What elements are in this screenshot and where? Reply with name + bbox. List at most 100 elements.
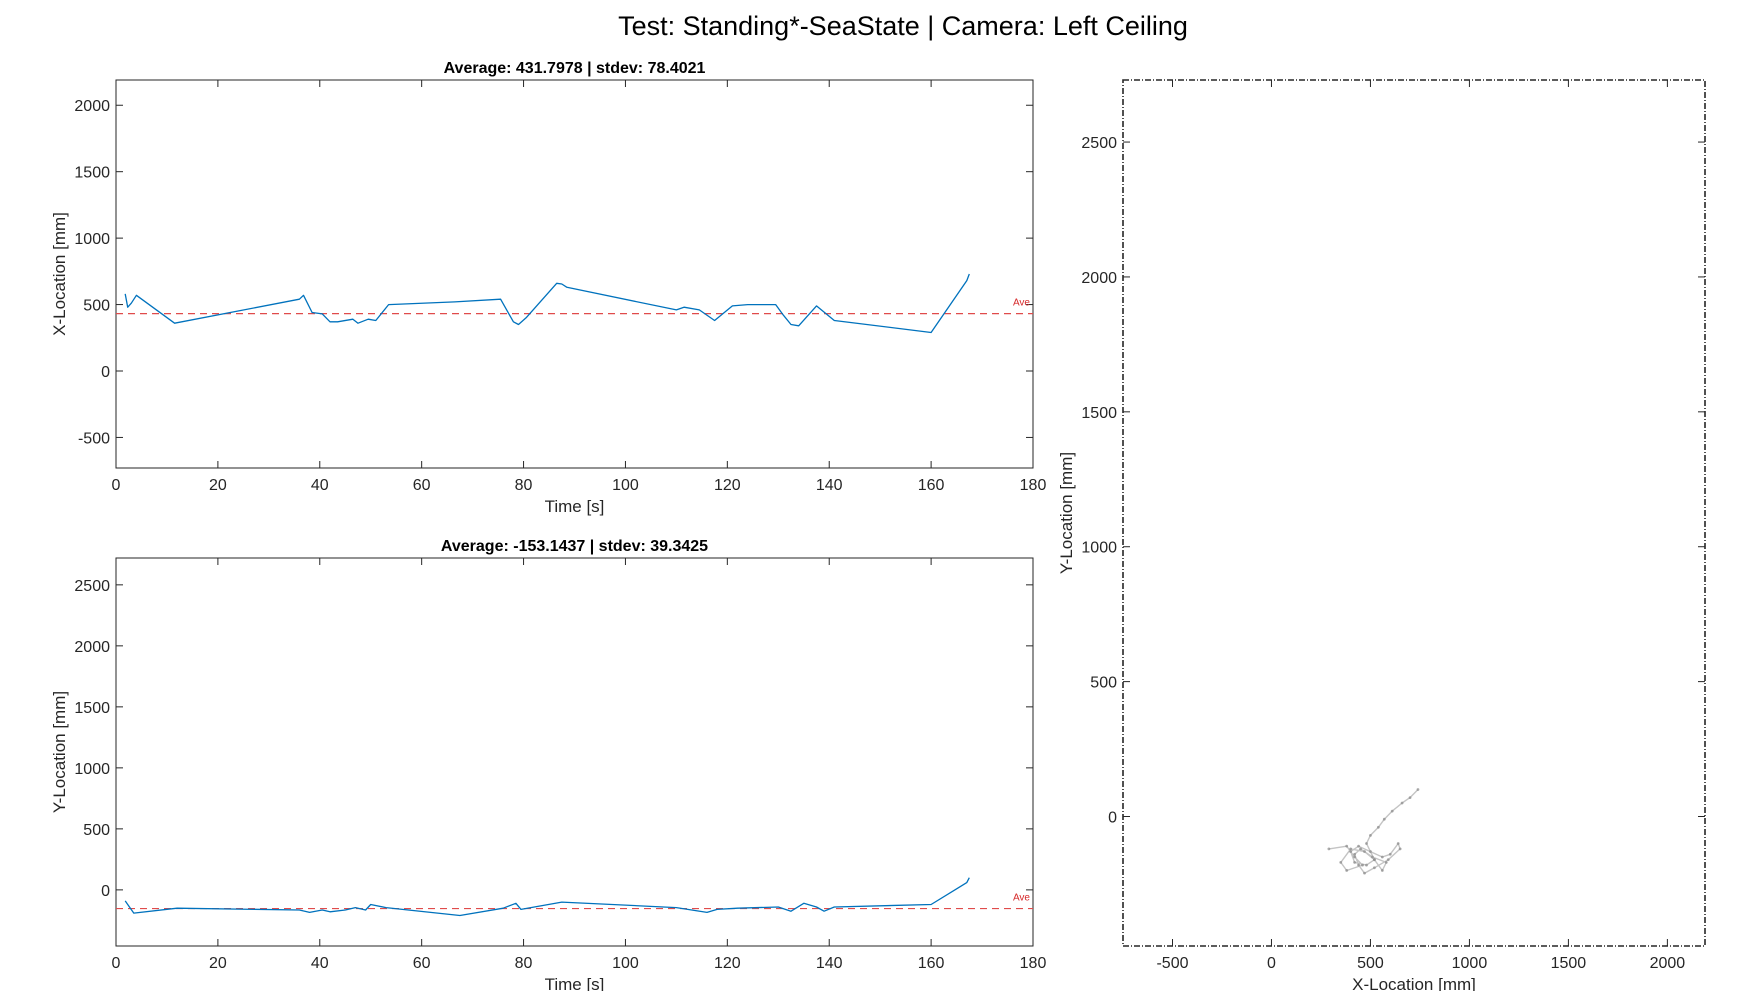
x-tick-label: 0 [112, 955, 121, 972]
y-tick-label: 2500 [74, 578, 110, 595]
y-tick-label: 1500 [74, 700, 110, 717]
trajectory-point [1390, 809, 1394, 813]
x-tick-label: 180 [1020, 477, 1047, 494]
y-axis-label: Y-Location [mm] [50, 691, 69, 813]
trajectory-point [1363, 871, 1366, 875]
trajectory-point [1371, 855, 1374, 859]
y-tick-label: 2500 [1081, 135, 1117, 152]
trajectory-point [1345, 869, 1349, 872]
axes-box [115, 79, 1034, 469]
x-tick-label: 100 [612, 955, 639, 972]
trajectory-point [1388, 852, 1392, 856]
x-tick-label: 1000 [1452, 955, 1488, 972]
x-tick-label: 1500 [1551, 955, 1587, 972]
y-tick-label: 2000 [74, 98, 110, 115]
average-label: Ave [1013, 298, 1030, 309]
y-location-time-plot: 0 20 40 60 80 100 120 140 160 180 0 500 1000 1500 2000… [50, 538, 1046, 991]
trajectory-point [1369, 833, 1372, 837]
y-tick-label: 500 [83, 298, 110, 315]
y-tick-label: 0 [101, 883, 110, 900]
location-trace [124, 877, 970, 917]
x-tick-label: 120 [714, 477, 741, 494]
x-tick-label: 60 [413, 955, 431, 972]
trajectory-point [1359, 847, 1362, 851]
y-tick-label: 0 [101, 364, 110, 381]
trajectory-point [1339, 860, 1343, 864]
trajectory-point [1416, 788, 1420, 791]
x-tick-label: 100 [612, 477, 639, 494]
x-tick-label: 20 [209, 477, 227, 494]
y-tick-label: 500 [83, 822, 110, 839]
y-axis-label: X-Location [mm] [50, 212, 69, 336]
y-tick-label: 1500 [1081, 405, 1117, 422]
trajectory-point [1353, 860, 1357, 864]
x-tick-label: 40 [311, 955, 329, 972]
trajectory-point [1345, 844, 1349, 848]
trajectory-point [1365, 842, 1368, 845]
y-tick-label: 1000 [74, 761, 110, 778]
x-tick-label: 60 [413, 477, 431, 494]
x-tick-label: 180 [1020, 955, 1047, 972]
y-tick-label: -500 [78, 430, 110, 447]
trajectory-point [1376, 825, 1380, 829]
xy-trajectory-plot: -500 0 500 1000 1500 2000 0 500 1000 1500 2000 2500… [1057, 79, 1706, 991]
axes-box [1122, 79, 1706, 947]
trajectory-point [1353, 852, 1357, 856]
trajectory-point [1398, 847, 1402, 851]
x-tick-label: 40 [311, 477, 329, 494]
x-tick-label: 80 [515, 955, 533, 972]
y-tick-label: 1000 [1081, 540, 1117, 557]
trajectory-point [1400, 801, 1404, 805]
location-trace [124, 273, 970, 334]
x-tick-label: 500 [1357, 955, 1384, 972]
trajectory-point [1382, 817, 1386, 821]
x-tick-label: 2000 [1650, 955, 1686, 972]
trajectory-point [1349, 847, 1353, 851]
trajectory-point [1369, 850, 1372, 853]
x-tick-label: 20 [209, 955, 227, 972]
trajectory-point [1349, 850, 1353, 853]
x-tick-label: 120 [714, 955, 741, 972]
figure-title: Test: Standing*-SeaState | Camera: Left … [618, 11, 1188, 41]
trajectory-point [1396, 842, 1400, 845]
y-tick-label: 500 [1090, 675, 1117, 692]
axes-box [115, 557, 1034, 947]
trajectory-point [1357, 863, 1360, 867]
trajectory-point [1363, 850, 1366, 853]
x-location-time-plot: 0 20 40 60 80 100 120 140 160 180 -500 0 500 1000 1500… [50, 60, 1046, 516]
x-tick-label: 140 [816, 477, 843, 494]
subplot-title: Average: -153.1437 | stdev: 39.3425 [441, 538, 708, 555]
y-tick-label: 1000 [74, 231, 110, 248]
x-tick-label: 0 [112, 477, 121, 494]
y-tick-label: 1500 [74, 165, 110, 182]
x-tick-label: 140 [816, 955, 843, 972]
trajectory-point [1327, 847, 1331, 851]
trajectory-point [1361, 863, 1364, 867]
average-label: Ave [1013, 893, 1030, 904]
trajectory-point [1353, 855, 1357, 859]
trajectory-point [1365, 863, 1368, 867]
trajectory-path [1328, 789, 1419, 874]
trajectory-point [1408, 796, 1412, 800]
x-axis-label: Time [s] [545, 497, 605, 516]
trajectory-point [1380, 869, 1384, 872]
y-axis-label: Y-Location [mm] [1057, 452, 1076, 574]
trajectory-point [1386, 858, 1390, 862]
x-tick-label: 160 [918, 477, 945, 494]
y-tick-label: 2000 [74, 639, 110, 656]
trajectory-point [1373, 866, 1376, 870]
x-axis-label: Time [s] [545, 975, 605, 991]
subplot-title: Average: 431.7978 | stdev: 78.4021 [444, 60, 706, 77]
trajectory-point [1373, 858, 1376, 862]
x-tick-label: -500 [1156, 955, 1188, 972]
x-axis-label: X-Location [mm] [1352, 975, 1476, 991]
y-tick-label: 0 [1108, 810, 1117, 827]
y-tick-label: 2000 [1081, 270, 1117, 287]
x-tick-label: 0 [1267, 955, 1276, 972]
trajectory-point [1384, 860, 1388, 864]
x-tick-label: 160 [918, 955, 945, 972]
x-tick-label: 80 [515, 477, 533, 494]
trajectory-point [1380, 855, 1384, 859]
trajectory-point [1357, 844, 1360, 848]
